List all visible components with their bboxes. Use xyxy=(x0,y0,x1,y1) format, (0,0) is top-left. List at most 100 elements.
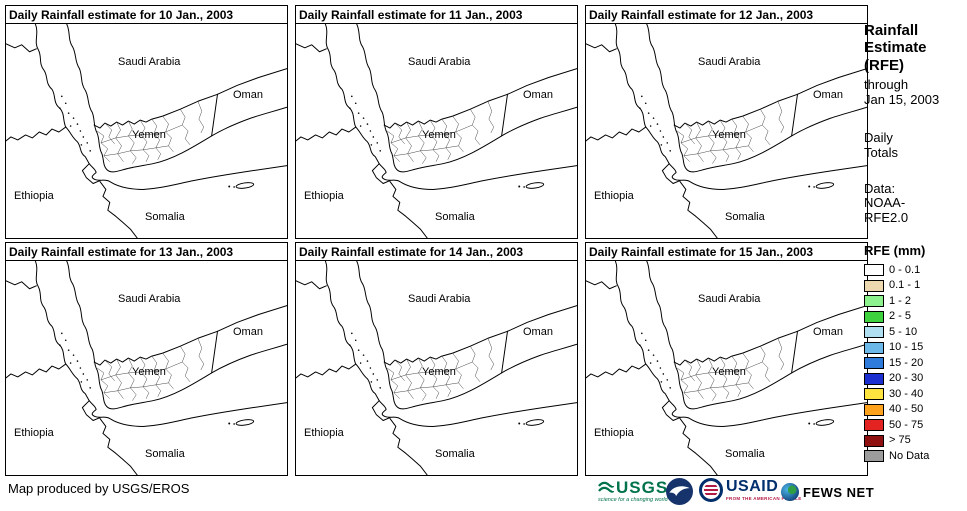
panel-title: Daily Rainfall estimate for 13 Jan., 200… xyxy=(6,243,287,261)
legend-item: 15 - 20 xyxy=(864,355,964,371)
panel-title: Daily Rainfall estimate for 14 Jan., 200… xyxy=(296,243,577,261)
legend-label: No Data xyxy=(889,449,930,462)
panel-title: Daily Rainfall estimate for 15 Jan., 200… xyxy=(586,243,867,261)
country-label-yemen: Yemen xyxy=(712,366,746,378)
legend-item: 40 - 50 xyxy=(864,402,964,418)
country-label-yemen: Yemen xyxy=(132,129,166,141)
legend-item: 0.1 - 1 xyxy=(864,278,964,294)
legend-item: > 75 xyxy=(864,433,964,449)
country-label-saudi-arabia: Saudi Arabia xyxy=(698,56,761,68)
legend-swatch xyxy=(864,388,884,401)
rainfall-map-panel: Daily Rainfall estimate for 15 Jan., 200… xyxy=(585,242,868,476)
legend-item: 50 - 75 xyxy=(864,417,964,433)
panel-title: Daily Rainfall estimate for 12 Jan., 200… xyxy=(586,6,867,24)
legend-label: 5 - 10 xyxy=(889,325,918,338)
country-label-somalia: Somalia xyxy=(725,211,765,223)
legend-swatch xyxy=(864,295,884,308)
country-label-oman: Oman xyxy=(523,326,553,338)
rainfall-map-panel: Daily Rainfall estimate for 14 Jan., 200… xyxy=(295,242,578,476)
panel-title: Daily Rainfall estimate for 10 Jan., 200… xyxy=(6,6,287,24)
country-label-somalia: Somalia xyxy=(435,448,475,460)
noaa-emblem-icon xyxy=(666,478,693,505)
usgs-logo: USGS science for a changing world xyxy=(598,479,668,503)
legend-label: 0 - 0.1 xyxy=(889,263,921,276)
legend-label: 10 - 15 xyxy=(889,341,924,354)
legend-swatch xyxy=(864,326,884,339)
country-label-saudi-arabia: Saudi Arabia xyxy=(118,293,181,305)
legend-swatch xyxy=(864,450,884,463)
legend-swatch xyxy=(864,419,884,432)
rainfall-map-panel: Daily Rainfall estimate for 12 Jan., 200… xyxy=(585,5,868,239)
country-label-ethiopia: Ethiopia xyxy=(304,190,344,202)
legend-item: 0 - 0.1 xyxy=(864,262,964,278)
legend-item: No Data xyxy=(864,448,964,464)
legend-label: 2 - 5 xyxy=(889,310,912,323)
legend-item: 10 - 15 xyxy=(864,340,964,356)
legend: RFE (mm) 0 - 0.1 0.1 - 1 1 - 2 2 - 5 5 -… xyxy=(864,243,964,464)
legend-swatch xyxy=(864,310,884,323)
country-label-saudi-arabia: Saudi Arabia xyxy=(408,293,471,305)
legend-label: 40 - 50 xyxy=(889,403,924,416)
legend-label: 50 - 75 xyxy=(889,418,924,431)
country-label-oman: Oman xyxy=(233,89,263,101)
country-label-saudi-arabia: Saudi Arabia xyxy=(698,293,761,305)
rainfall-map-panel: Daily Rainfall estimate for 11 Jan., 200… xyxy=(295,5,578,239)
country-label-yemen: Yemen xyxy=(422,366,456,378)
usaid-tagline: FROM THE AMERICAN PEOPLE xyxy=(726,496,802,501)
country-label-yemen: Yemen xyxy=(132,366,166,378)
usaid-logo: USAID FROM THE AMERICAN PEOPLE xyxy=(699,478,802,502)
country-label-ethiopia: Ethiopia xyxy=(304,427,344,439)
legend-item: 1 - 2 xyxy=(864,293,964,309)
usaid-wordmark: USAID xyxy=(726,478,779,495)
usgs-wave-icon xyxy=(598,481,614,493)
country-label-somalia: Somalia xyxy=(145,211,185,223)
rainfall-map-panel: Daily Rainfall estimate for 13 Jan., 200… xyxy=(5,242,288,476)
legend-swatch xyxy=(864,279,884,292)
legend-label: 1 - 2 xyxy=(889,294,912,307)
maps-grid: Daily Rainfall estimate for 10 Jan., 200… xyxy=(5,5,868,476)
legend-swatch xyxy=(864,403,884,416)
country-label-somalia: Somalia xyxy=(435,211,475,223)
fewsnet-wordmark: FEWS NET xyxy=(803,484,875,500)
legend-swatch xyxy=(864,372,884,385)
noaa-logo-icon xyxy=(666,478,693,505)
legend-item: 2 - 5 xyxy=(864,309,964,325)
sidebar-data-source: Data: NOAA- RFE2.0 xyxy=(864,180,909,226)
legend-label: 30 - 40 xyxy=(889,387,924,400)
legend-swatch xyxy=(864,357,884,370)
country-label-oman: Oman xyxy=(233,326,263,338)
legend-item: 20 - 30 xyxy=(864,371,964,387)
country-label-somalia: Somalia xyxy=(725,448,765,460)
country-label-saudi-arabia: Saudi Arabia xyxy=(408,56,471,68)
legend-label: > 75 xyxy=(889,434,911,447)
country-label-somalia: Somalia xyxy=(145,448,185,460)
country-label-yemen: Yemen xyxy=(422,129,456,141)
usgs-tagline: science for a changing world xyxy=(598,497,668,503)
country-label-yemen: Yemen xyxy=(712,129,746,141)
country-label-oman: Oman xyxy=(523,89,553,101)
legend-label: 15 - 20 xyxy=(889,356,924,369)
legend-swatch xyxy=(864,264,884,277)
rainfall-map-panel: Daily Rainfall estimate for 10 Jan., 200… xyxy=(5,5,288,239)
usaid-text: USAID FROM THE AMERICAN PEOPLE xyxy=(726,478,802,502)
sidebar: Rainfall Estimate (RFE) through Jan 15, … xyxy=(864,22,964,464)
sidebar-title: Rainfall Estimate (RFE) xyxy=(864,22,927,74)
country-label-saudi-arabia: Saudi Arabia xyxy=(118,56,181,68)
country-label-oman: Oman xyxy=(813,89,843,101)
fews-globe-icon xyxy=(781,483,799,501)
country-label-oman: Oman xyxy=(813,326,843,338)
fewsnet-logo: FEWS NET xyxy=(781,483,874,501)
map-area: Saudi Arabia Oman Yemen Ethiopia Somalia xyxy=(6,261,287,475)
usaid-emblem-icon xyxy=(699,478,723,502)
legend-swatch xyxy=(864,434,884,447)
map-area: Saudi Arabia Oman Yemen Ethiopia Somalia xyxy=(296,261,577,475)
map-area: Saudi Arabia Oman Yemen Ethiopia Somalia xyxy=(586,24,867,238)
legend-item: 5 - 10 xyxy=(864,324,964,340)
map-area: Saudi Arabia Oman Yemen Ethiopia Somalia xyxy=(296,24,577,238)
country-label-ethiopia: Ethiopia xyxy=(14,427,54,439)
sidebar-period: Daily Totals xyxy=(864,129,898,160)
map-area: Saudi Arabia Oman Yemen Ethiopia Somalia xyxy=(6,24,287,238)
map-area: Saudi Arabia Oman Yemen Ethiopia Somalia xyxy=(586,261,867,475)
panel-title: Daily Rainfall estimate for 11 Jan., 200… xyxy=(296,6,577,24)
map-credit: Map produced by USGS/EROS xyxy=(8,481,190,496)
